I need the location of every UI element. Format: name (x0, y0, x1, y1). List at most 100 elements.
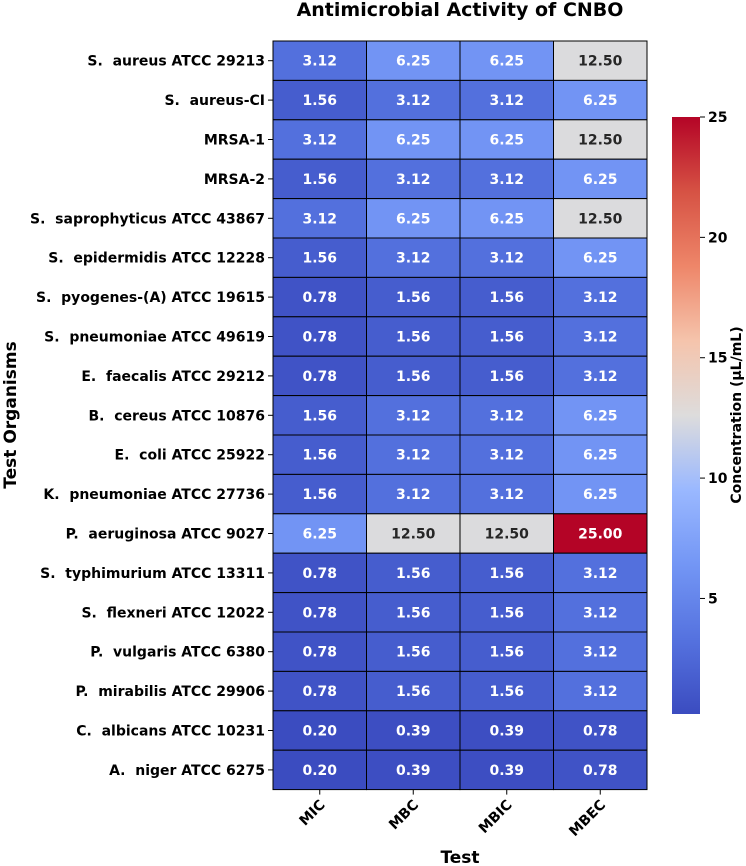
heatmap-cell (459, 513, 554, 554)
cell-value-label: 0.78 (302, 369, 337, 385)
cell-value-label: 3.12 (489, 487, 524, 503)
cell-value-label: 6.25 (302, 527, 337, 543)
heatmap-cell (272, 473, 367, 515)
heatmap-cell (272, 395, 367, 436)
heatmap-cell (272, 40, 367, 81)
cell-value-label: 1.56 (489, 605, 524, 621)
colorbar-tick-label: 10 (708, 471, 728, 487)
heatmap-cell (366, 158, 461, 200)
heatmap-cell (366, 473, 461, 515)
heatmap-cell (553, 119, 648, 160)
cell-value-label: 3.12 (302, 133, 337, 149)
cell-value-label: 0.39 (396, 763, 431, 779)
cell-value-label: 1.56 (489, 369, 524, 385)
cell-value-label: 6.25 (583, 93, 618, 109)
heatmap-cell (553, 749, 648, 791)
heatmap-cell (272, 237, 367, 278)
cell-value-label: 1.56 (302, 251, 337, 267)
heatmap-cell (553, 40, 648, 81)
cell-value-label: 0.39 (489, 763, 524, 779)
cell-value-label: 3.12 (489, 448, 524, 464)
cell-value-label: 1.56 (302, 448, 337, 464)
heatmap-cell (553, 355, 648, 397)
cell-value-label: 6.25 (489, 211, 524, 227)
heatmap-cell (366, 198, 461, 239)
cell-value-label: 0.78 (302, 684, 337, 700)
cell-value-label: 3.12 (396, 408, 431, 424)
row-label: A. niger ATCC 6275 (109, 763, 265, 779)
cell-value-label: 0.78 (302, 645, 337, 661)
colorbar-ticks: 5 10 15 20 25 (700, 110, 728, 607)
heatmap-cell (459, 552, 554, 594)
cell-value-label: 3.12 (396, 448, 431, 464)
cell-value-label: 0.78 (583, 724, 618, 740)
heatmap-cell (459, 40, 554, 81)
heatmap-cell (553, 276, 648, 318)
cell-value-label: 25.00 (578, 527, 623, 543)
heatmap-cell (272, 749, 367, 791)
row-labels: S. aureus ATCC 29213 S. aureus-CI MRSA-1 MR… (30, 54, 273, 779)
heatmap-cell (366, 40, 461, 81)
cell-value-label: 0.78 (583, 763, 618, 779)
heatmap-cell (553, 158, 648, 200)
heatmap-cell (459, 395, 554, 436)
cell-value-label: 3.12 (396, 251, 431, 267)
heatmap-cell (366, 513, 461, 554)
cell-value-label: 0.39 (396, 724, 431, 740)
cell-value-label: 6.25 (396, 133, 431, 149)
heatmap-cell (553, 473, 648, 515)
cell-value-label: 6.25 (396, 211, 431, 227)
cell-value-label: 3.12 (489, 93, 524, 109)
row-label: S. typhimurium ATCC 13311 (40, 566, 265, 582)
cell-value-label: 3.12 (583, 290, 618, 306)
cell-value-label: 3.12 (396, 172, 431, 188)
cell-value-label: 3.12 (583, 369, 618, 385)
cell-value-label: 3.12 (583, 566, 618, 582)
cell-value-label: 6.25 (489, 54, 524, 70)
cell-value-label: 3.12 (489, 172, 524, 188)
cell-value-label: 0.78 (302, 290, 337, 306)
cell-value-label: 1.56 (396, 290, 431, 306)
cell-value-label: 0.39 (489, 724, 524, 740)
row-label: B. cereus ATCC 10876 (88, 408, 265, 424)
cell-value-label: 3.12 (583, 330, 618, 346)
row-label: E. coli ATCC 25922 (115, 448, 265, 464)
heatmap-cell (553, 79, 648, 121)
heatmap-cell (553, 710, 648, 751)
cell-value-label: 0.78 (302, 566, 337, 582)
cell-value-label: 1.56 (396, 566, 431, 582)
heatmap-cell (553, 198, 648, 239)
colorbar-tick-label: 15 (708, 351, 727, 367)
cell-value-label: 6.25 (489, 133, 524, 149)
cell-value-label: 3.12 (396, 93, 431, 109)
cell-value-label: 12.50 (485, 527, 530, 543)
row-label: S. epidermidis ATCC 12228 (48, 251, 265, 267)
cell-value-label: 1.56 (489, 290, 524, 306)
cell-value-label: 1.56 (489, 684, 524, 700)
heatmap-cell (459, 316, 554, 357)
heatmap-cell (366, 670, 461, 712)
row-label: P. mirabilis ATCC 29906 (75, 684, 265, 700)
cell-value-label: 1.56 (302, 408, 337, 424)
heatmap-cell (459, 749, 554, 791)
heatmap-cell (366, 79, 461, 121)
heatmap-cell (459, 198, 554, 239)
cell-value-label: 0.20 (302, 724, 337, 740)
cell-value-label: 6.25 (583, 448, 618, 464)
heatmap-cell (553, 237, 648, 278)
cell-value-label: 1.56 (302, 93, 337, 109)
row-label: S. aureus ATCC 29213 (87, 54, 265, 70)
colorbar-tick-label: 5 (708, 591, 718, 607)
heatmap-cell (366, 434, 461, 475)
chart-title: Antimicrobial Activity of CNBO (297, 0, 624, 21)
heatmap-cell (553, 552, 648, 594)
cell-value-label: 12.50 (578, 133, 623, 149)
heatmap-cell (272, 316, 367, 357)
cell-value-label: 1.56 (396, 684, 431, 700)
cell-value-label: 1.56 (302, 172, 337, 188)
row-label: S. pyogenes-(A) ATCC 19615 (36, 290, 265, 306)
row-label: P. vulgaris ATCC 6380 (90, 645, 265, 661)
cell-value-label: 6.25 (396, 54, 431, 70)
heatmap-cells: 3.12 6.25 6.25 12.50 1.56 3.12 3.12 6.25 3.12 6.2… (272, 40, 648, 791)
